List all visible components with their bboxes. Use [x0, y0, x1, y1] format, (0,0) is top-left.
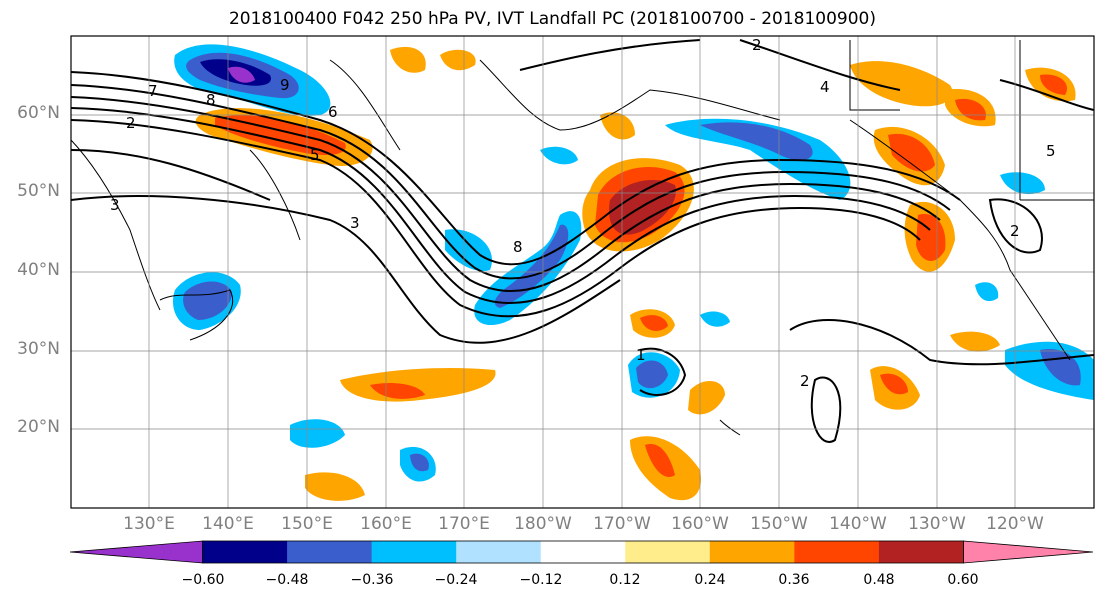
- lon-label: 120°W: [986, 514, 1044, 534]
- contour-labels: 2 2 3 4 5 6 7 8 9 8 3 1 2 5 2: [110, 36, 1056, 390]
- colorbar-max-arrow: [963, 540, 1094, 564]
- lat-label: 20°N: [17, 417, 60, 437]
- colorbar-tick: 0.48: [863, 572, 895, 588]
- colorbar-segment: [878, 541, 964, 563]
- colorbar-tick: 0.24: [694, 572, 726, 588]
- lon-label: 160°W: [671, 514, 729, 534]
- contour-label: 3: [110, 196, 120, 214]
- lon-label: 160°E: [360, 514, 412, 534]
- contour-label: 2: [800, 372, 810, 390]
- contour-label: 2: [1010, 222, 1020, 240]
- contour-label: 9: [280, 76, 290, 94]
- colorbar-segment: [287, 541, 373, 563]
- colorbar-tick: −0.24: [434, 572, 478, 588]
- colorbar-min-arrow: [69, 540, 203, 564]
- colorbar-tick: −0.12: [519, 572, 563, 588]
- colorbar-tick: −0.48: [265, 572, 309, 588]
- lon-label: 150°E: [281, 514, 333, 534]
- contour-label: 3: [350, 214, 360, 232]
- contour-label: 7: [148, 82, 158, 100]
- lon-label: 130°W: [908, 514, 966, 534]
- lon-label: 150°W: [750, 514, 808, 534]
- map-frame: [70, 35, 1095, 509]
- contour-label: 2: [126, 114, 136, 132]
- colorbar-tick: 0.12: [609, 572, 641, 588]
- lon-label: 170°W: [593, 514, 651, 534]
- colorbar-segment: [202, 541, 288, 563]
- lon-label: 130°E: [123, 514, 175, 534]
- lon-label: 140°W: [829, 514, 887, 534]
- lat-label: 60°N: [17, 103, 60, 123]
- colorbar-segment: [794, 541, 880, 563]
- lon-label: 180°W: [514, 514, 572, 534]
- contour-label: 8: [513, 238, 523, 256]
- colorbar-segment: [709, 541, 795, 563]
- contour-label: 1: [636, 346, 646, 364]
- contour-label: 8: [206, 91, 216, 109]
- colorbar-segment: [371, 541, 457, 563]
- contour-label: 5: [310, 146, 320, 164]
- colorbar-border: [202, 540, 964, 564]
- contour-label: 6: [328, 103, 338, 121]
- coastlines: [71, 40, 1094, 436]
- colorbar-segment: [456, 541, 542, 563]
- colorbar-tick: −0.36: [350, 572, 394, 588]
- chart-title: 2018100400 F042 250 hPa PV, IVT Landfall…: [228, 9, 876, 29]
- lon-label: 170°E: [438, 514, 490, 534]
- gridlines: [71, 36, 1094, 508]
- lon-label: 140°E: [202, 514, 254, 534]
- colorbar-segment: [540, 541, 626, 563]
- colorbar-segment: [625, 541, 711, 563]
- pv-contours: [71, 39, 1094, 443]
- colorbar-tick: 0.60: [947, 572, 979, 588]
- lat-label: 30°N: [17, 339, 60, 359]
- lat-label: 40°N: [17, 260, 60, 280]
- colorbar-tick: 0.36: [778, 572, 810, 588]
- lat-label: 50°N: [17, 181, 60, 201]
- contour-label: 4: [820, 78, 830, 96]
- colorbar-tick: −0.60: [181, 572, 225, 588]
- contour-label: 5: [1046, 142, 1056, 160]
- contour-label: 2: [752, 36, 762, 54]
